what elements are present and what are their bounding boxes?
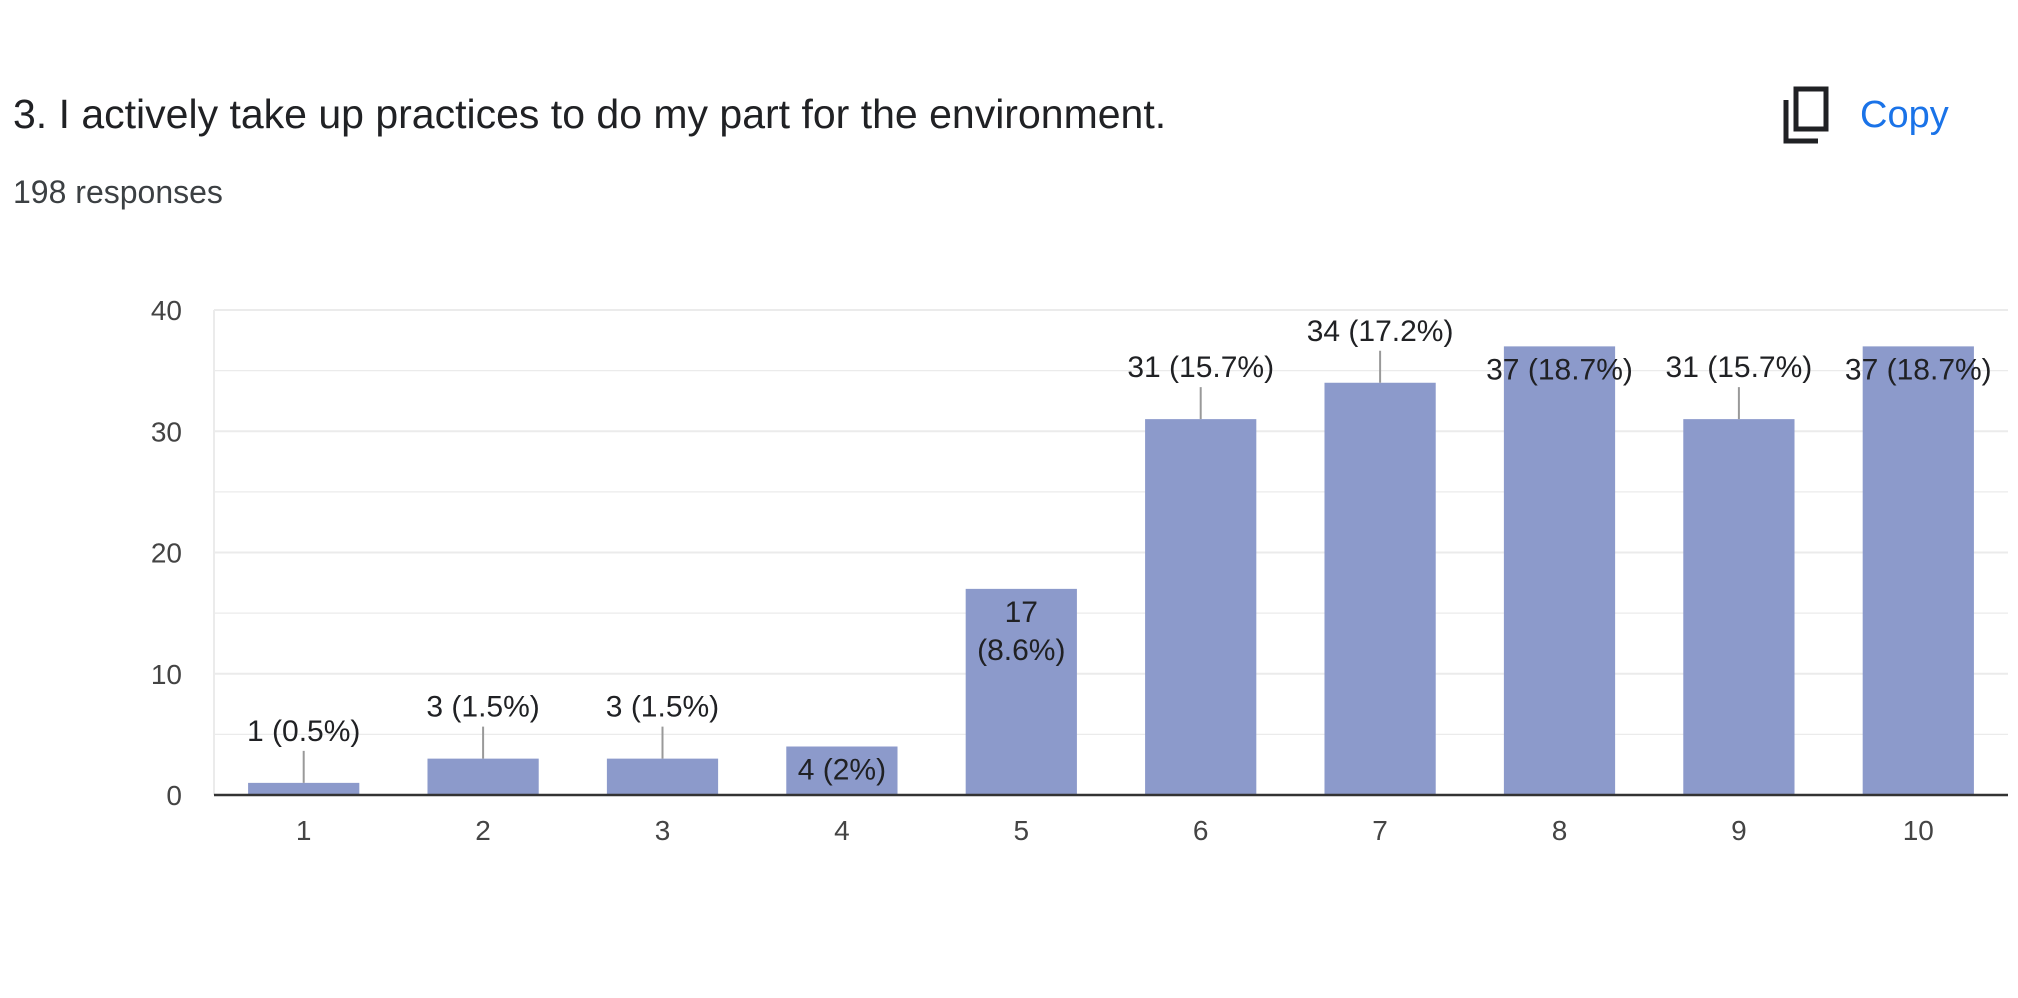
x-tick-label: 6 xyxy=(1193,815,1209,846)
x-tick-label: 7 xyxy=(1372,815,1388,846)
bar xyxy=(1324,382,1436,795)
copy-label: Copy xyxy=(1860,93,1949,136)
data-label: 37 (18.7%) xyxy=(1486,353,1633,386)
data-label: 31 (15.7%) xyxy=(1666,351,1813,384)
data-label: 34 (17.2%) xyxy=(1307,315,1454,348)
data-label: (8.6%) xyxy=(977,634,1065,667)
bar xyxy=(786,746,898,795)
bar xyxy=(1862,346,1974,795)
data-label: 4 (2%) xyxy=(798,754,886,787)
data-label: 37 (18.7%) xyxy=(1845,353,1992,386)
data-label: 17 xyxy=(1005,596,1038,629)
bar xyxy=(1683,419,1795,795)
data-label: 3 (1.5%) xyxy=(426,691,539,724)
x-tick-label: 8 xyxy=(1552,815,1568,846)
x-tick-label: 3 xyxy=(655,815,671,846)
y-tick-label: 0 xyxy=(166,780,182,811)
bar xyxy=(1503,346,1616,795)
bar xyxy=(965,588,1077,795)
x-tick-label: 10 xyxy=(1903,815,1934,846)
data-label: 31 (15.7%) xyxy=(1127,351,1274,384)
x-tick-label: 2 xyxy=(475,815,491,846)
bar xyxy=(427,758,539,795)
x-tick-label: 1 xyxy=(296,815,312,846)
data-label: 1 (0.5%) xyxy=(247,715,360,748)
data-label: 3 (1.5%) xyxy=(606,691,719,724)
question-title: 3. I actively take up practices to do my… xyxy=(13,91,1167,137)
x-tick-label: 5 xyxy=(1014,815,1030,846)
y-tick-label: 20 xyxy=(151,538,182,569)
y-tick-label: 40 xyxy=(151,295,182,326)
x-tick-label: 4 xyxy=(834,815,850,846)
bar-chart: 0 10 20 30 40 1 1 (0.5%) 2 3 (1.5%) 3 3 (1.5%) 4 4 (… xyxy=(151,295,2008,846)
y-tick-label: 10 xyxy=(151,659,182,690)
response-count: 198 responses xyxy=(13,174,223,210)
x-tick-label: 9 xyxy=(1731,815,1747,846)
bar xyxy=(1145,419,1257,795)
copy-icon xyxy=(1782,86,1830,144)
bar xyxy=(248,782,360,795)
copy-chart-button[interactable]: Copy xyxy=(1782,80,1949,150)
bar xyxy=(606,758,719,795)
y-tick-label: 30 xyxy=(151,416,182,447)
